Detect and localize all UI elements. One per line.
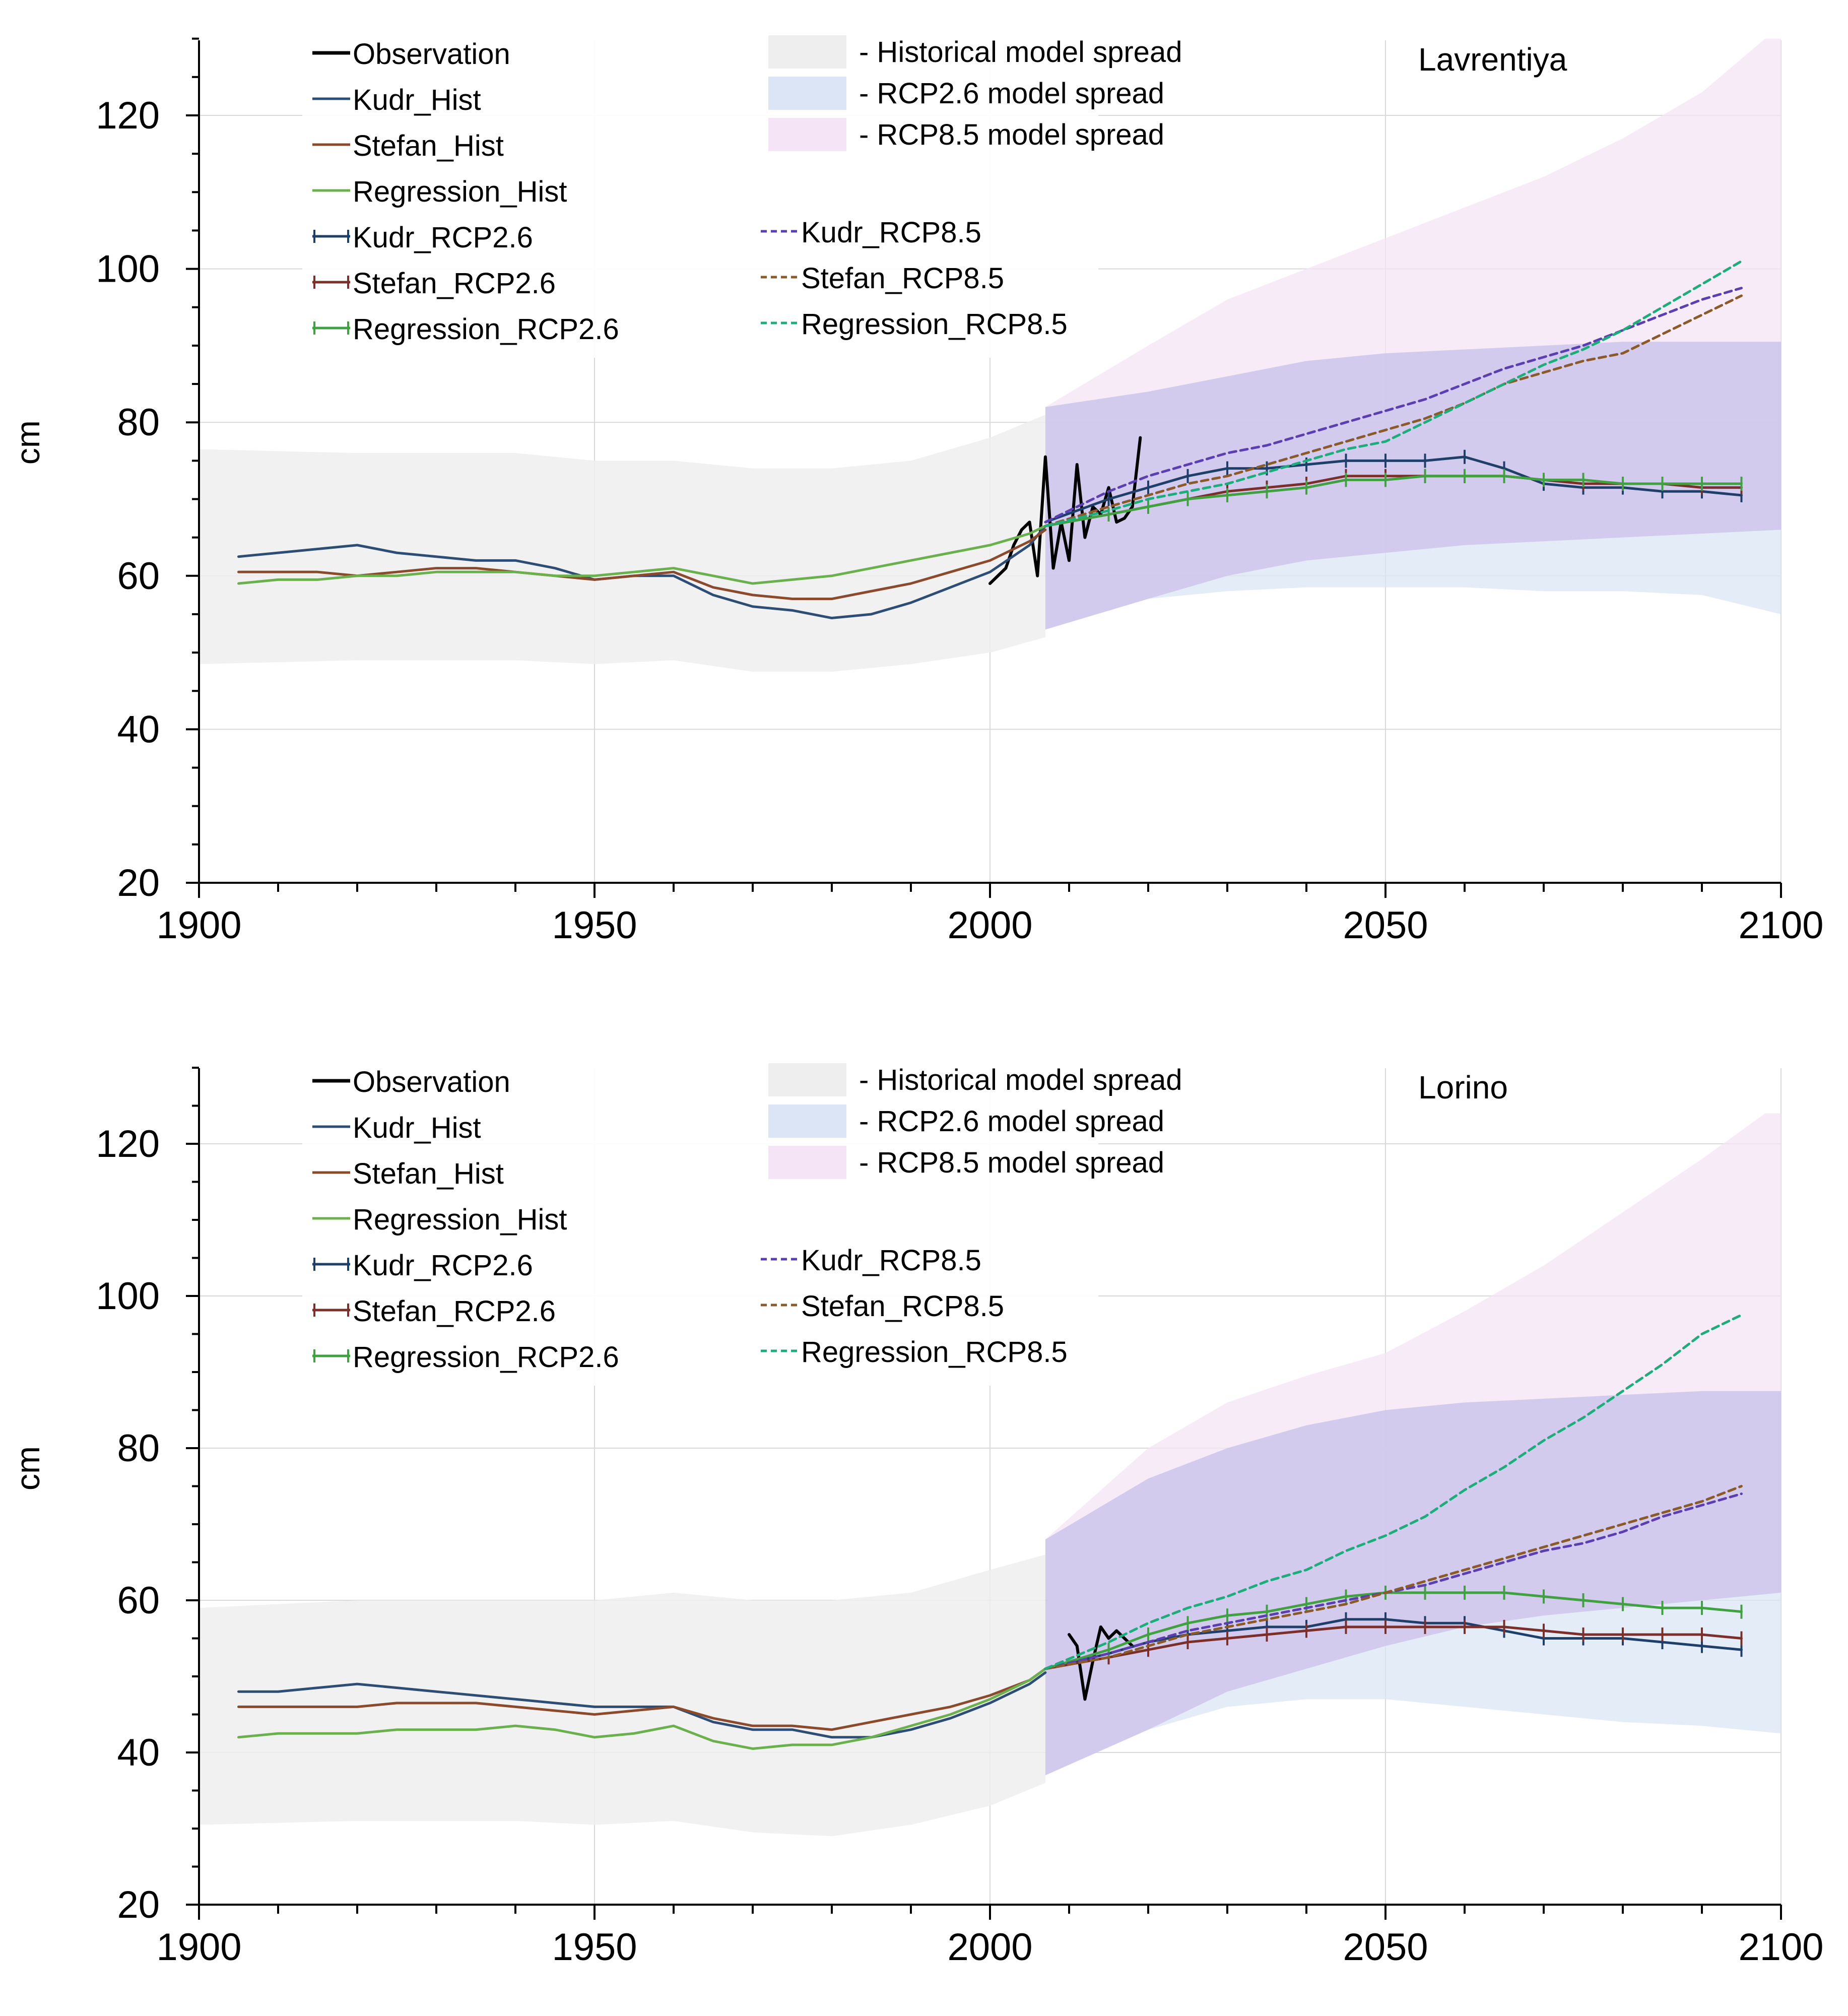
legend-area-label: - RCP2.6 model spread bbox=[859, 77, 1164, 110]
y-tick-label: 60 bbox=[117, 555, 160, 598]
legend-label-kudr-rcp2-6: Kudr_RCP2.6 bbox=[353, 221, 533, 254]
series-regression-hist bbox=[237, 1667, 1047, 1750]
series-regression-hist bbox=[237, 525, 1047, 585]
series-stefan-hist bbox=[237, 528, 1047, 600]
legend-area-label: - RCP8.5 model spread bbox=[859, 1146, 1164, 1179]
x-tick-label: 2050 bbox=[1343, 1926, 1428, 1969]
series-regression-rcp2-6 bbox=[1044, 475, 1743, 528]
legend-label-regression-rcp2-6: Regression_RCP2.6 bbox=[353, 1341, 619, 1374]
legend-label-kudr-rcp8-5: Kudr_RCP8.5 bbox=[801, 216, 981, 249]
y-tick-label: 40 bbox=[117, 1731, 160, 1774]
legend-area-label: - RCP8.5 model spread bbox=[859, 118, 1164, 151]
series-stefan-rcp8-5 bbox=[1044, 1485, 1743, 1670]
legend-label-regression-rcp2-6: Regression_RCP2.6 bbox=[353, 313, 619, 346]
legend-label-kudr-hist: Kudr_Hist bbox=[353, 84, 481, 116]
x-tick-label: 2000 bbox=[947, 904, 1032, 947]
legend-area-swatch bbox=[768, 77, 846, 110]
band-historical-model-spread bbox=[199, 414, 1045, 672]
legend-label-stefan-rcp8-5: Stefan_RCP8.5 bbox=[801, 1290, 1004, 1323]
x-tick-label: 2100 bbox=[1738, 1926, 1823, 1969]
series-stefan-rcp2-6 bbox=[1044, 1625, 1743, 1670]
legend-area-swatch bbox=[768, 1063, 846, 1096]
legend-label-regression-rcp8-5: Regression_RCP8.5 bbox=[801, 1336, 1068, 1369]
legend-area-swatch bbox=[768, 1104, 846, 1138]
band-overlap-region bbox=[1045, 342, 1781, 630]
y-tick-label: 20 bbox=[117, 862, 160, 904]
x-tick-label: 1950 bbox=[552, 904, 637, 947]
legend-label-stefan-rcp8-5: Stefan_RCP8.5 bbox=[801, 262, 1004, 295]
legend-label-regression-hist: Regression_Hist bbox=[353, 175, 567, 208]
y-tick-label: 100 bbox=[96, 248, 160, 291]
series-kudr-hist bbox=[237, 1671, 1047, 1739]
chart-panel-2: 20 40 60 80 100 120 1900 1950 2000 2050 2100 cm Lori… bbox=[9, 1058, 1824, 1969]
y-tick-label: 60 bbox=[117, 1579, 160, 1622]
legend-area-label: - Historical model spread bbox=[859, 1064, 1182, 1096]
y-tick-label: 40 bbox=[117, 708, 160, 751]
legend-label-regression-rcp8-5: Regression_RCP8.5 bbox=[801, 308, 1068, 341]
y-axis-label: cm bbox=[9, 420, 46, 465]
x-tick-label: 1900 bbox=[156, 1926, 241, 1969]
y-tick-label: 100 bbox=[96, 1275, 160, 1318]
legend-label-observation: Observation bbox=[353, 38, 510, 71]
x-tick-label: 2050 bbox=[1343, 904, 1428, 947]
y-tick-label: 120 bbox=[96, 1123, 160, 1165]
legend-label-stefan-hist: Stefan_Hist bbox=[353, 1157, 504, 1190]
legend-area-swatch bbox=[768, 35, 846, 69]
series-regression-rcp8-5 bbox=[1044, 1314, 1743, 1670]
x-tick-label: 1950 bbox=[552, 1926, 637, 1969]
series-kudr-rcp2-6 bbox=[1044, 456, 1743, 524]
x-tick-label: 1900 bbox=[156, 904, 241, 947]
series-stefan-hist bbox=[237, 1667, 1047, 1731]
x-tick-label: 2100 bbox=[1738, 904, 1823, 947]
legend-label-kudr-hist: Kudr_Hist bbox=[353, 1112, 481, 1144]
y-tick-label: 80 bbox=[117, 401, 160, 444]
legend-area-swatch bbox=[768, 1146, 846, 1179]
legend-label-regression-hist: Regression_Hist bbox=[353, 1203, 567, 1236]
legend-area-label: - RCP2.6 model spread bbox=[859, 1105, 1164, 1138]
legend-label-kudr-rcp8-5: Kudr_RCP8.5 bbox=[801, 1244, 981, 1277]
series-kudr-hist bbox=[237, 525, 1047, 620]
legend-box bbox=[302, 1058, 1098, 1386]
legend-label-observation: Observation bbox=[353, 1066, 510, 1098]
panel-title: Lorino bbox=[1418, 1069, 1508, 1105]
legend-box bbox=[302, 30, 1098, 358]
legend-label-kudr-rcp2-6: Kudr_RCP2.6 bbox=[353, 1249, 533, 1282]
band-historical-model-spread bbox=[199, 1554, 1045, 1837]
legend-label-stefan-rcp2-6: Stefan_RCP2.6 bbox=[353, 1295, 556, 1328]
y-tick-label: 80 bbox=[117, 1427, 160, 1470]
x-tick-label: 2000 bbox=[947, 1926, 1032, 1969]
series-regression-rcp8-5 bbox=[1044, 259, 1743, 528]
y-tick-label: 120 bbox=[96, 94, 160, 137]
panel-title: Lavrentiya bbox=[1418, 41, 1567, 78]
series-regression-rcp2-6 bbox=[1044, 1591, 1743, 1670]
series-kudr-rcp8-5 bbox=[1044, 1492, 1743, 1670]
series-observation bbox=[988, 436, 1142, 586]
band-overlap-region bbox=[1045, 1391, 1781, 1776]
legend-label-stefan-hist: Stefan_Hist bbox=[353, 129, 504, 162]
y-axis-label: cm bbox=[9, 1446, 46, 1490]
series-stefan-rcp8-5 bbox=[1044, 294, 1743, 528]
legend-area-label: - Historical model spread bbox=[859, 36, 1182, 69]
legend-area-swatch bbox=[768, 118, 846, 151]
chart-panel-1: 20 40 60 80 100 120 1900 1950 2000 2050 2100 cm Lavr… bbox=[9, 30, 1824, 947]
legend-label-stefan-rcp2-6: Stefan_RCP2.6 bbox=[353, 267, 556, 300]
y-tick-label: 20 bbox=[117, 1883, 160, 1926]
